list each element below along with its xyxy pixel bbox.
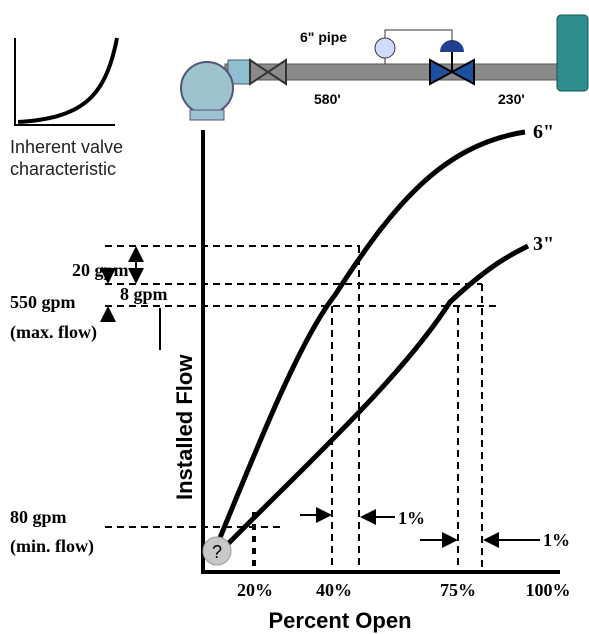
y-axis-title: Installed Flow	[172, 354, 197, 500]
x-tick-label: 100%	[526, 580, 571, 600]
pipe-length: 580'	[314, 91, 341, 107]
x-tick-label: 20%	[237, 580, 273, 600]
delta-label: 1%	[543, 530, 570, 550]
flow-label: 8 gpm	[120, 284, 168, 304]
inset-chart	[15, 38, 117, 125]
x-tick-label: 40%	[316, 580, 352, 600]
x-axis-title: Percent Open	[268, 608, 411, 633]
unknown-label: ?	[212, 542, 222, 562]
flow-label: 550 gpm	[10, 292, 76, 312]
curve-label: 6"	[533, 121, 554, 143]
axes	[203, 130, 560, 572]
diagram: Inherent valve characteristic 6" pipe 58…	[0, 0, 589, 634]
pipe-schematic	[181, 15, 588, 120]
flow-note: (min. flow)	[10, 536, 94, 557]
curve-label: 3"	[533, 233, 554, 255]
flow-label: 20 gpm	[72, 260, 129, 280]
flow-note: (max. flow)	[10, 322, 97, 343]
delta-label: 1%	[398, 508, 425, 528]
curve-6in	[215, 132, 525, 550]
x-tick-label: 75%	[440, 580, 476, 600]
inset-caption: characteristic	[10, 159, 116, 179]
pipe-label: 6" pipe	[300, 29, 347, 45]
inset-caption: Inherent valve	[10, 137, 123, 157]
flow-label: 80 gpm	[10, 507, 67, 527]
pipe-length: 230'	[498, 91, 525, 107]
